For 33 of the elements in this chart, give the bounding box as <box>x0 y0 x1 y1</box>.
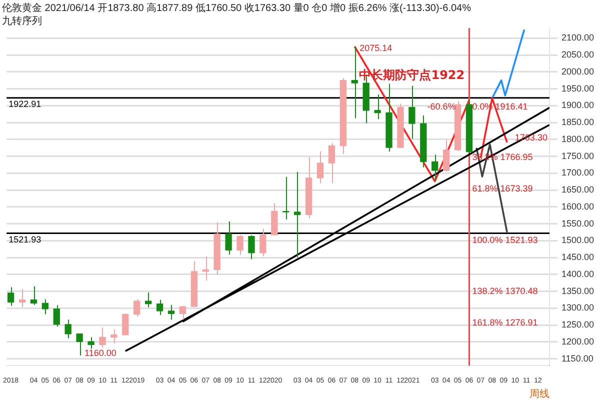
y-tick-label: 1450.00 <box>561 252 594 262</box>
y-tick-label: 1150.00 <box>561 353 594 364</box>
y-tick-label: 1950.00 <box>561 83 594 94</box>
annotation: 1160.00 <box>84 348 116 358</box>
annotation: 100.0% 1521.93 <box>472 234 538 245</box>
y-tick-label: 1850.00 <box>561 117 594 128</box>
chart-title: 伦敦黄金 <box>2 3 42 14</box>
y-tick-label: 1400.00 <box>561 268 594 279</box>
ref-line-label: 1521.93 <box>8 234 42 244</box>
annotation: 2075.14 <box>360 43 392 54</box>
y-tick-label: 2100.00 <box>561 32 594 43</box>
annotation: 138.2% 1370.48 <box>472 286 538 296</box>
y-tick-label: 1500.00 <box>561 235 594 246</box>
text: 九转序列 <box>2 15 43 28</box>
y-tick-label: 1250.00 <box>561 320 594 330</box>
chart-subtitle: 2021/06/14 开1873.80 高1877.89 低1760.50 收1763.30 量0 仓0 增0 振6.26% 涨(-113.30)-6.04% <box>44 3 471 14</box>
y-tick-label: 1350.00 <box>561 286 594 296</box>
y-tick-label: 1800.00 <box>561 134 594 144</box>
y-tick-label: 2000.00 <box>561 66 594 76</box>
y-tick-label: 1300.00 <box>561 302 594 313</box>
y-tick-label: 1550.00 <box>561 218 594 228</box>
y-tick-label: 1700.00 <box>561 168 594 178</box>
y-tick-label: 1650.00 <box>561 184 594 195</box>
annotation: -60.6% <box>427 102 456 112</box>
y-tick-label: 1600.00 <box>561 201 594 212</box>
x-axis-title: 周线 <box>529 388 550 400</box>
y-tick-label: 1750.00 <box>561 150 594 161</box>
annotation: 161.8% 1276.91 <box>472 317 538 328</box>
y-tick-label: 1900.00 <box>561 100 594 110</box>
ref-line-label: 1922.91 <box>8 98 42 109</box>
y-tick-label: 1200.00 <box>561 336 594 346</box>
y-tick-label: 2050.00 <box>561 49 594 60</box>
annotation: 61.8% 1673.39 <box>472 184 533 194</box>
